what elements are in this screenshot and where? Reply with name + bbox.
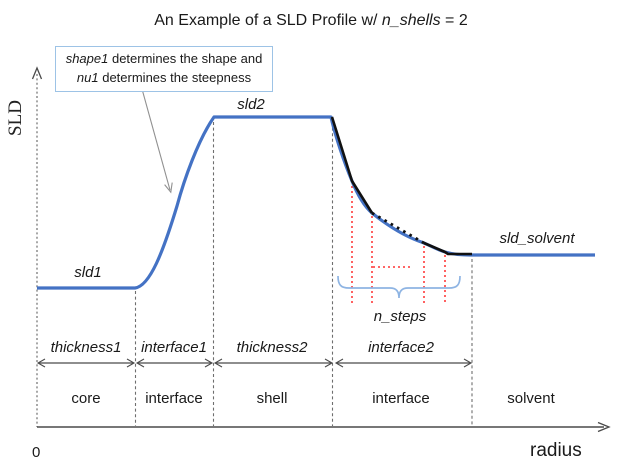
region-label-core: core bbox=[71, 390, 101, 407]
dim-arrowhead-left-1-icon bbox=[135, 358, 145, 368]
sld1-label: sld1 bbox=[74, 264, 102, 281]
region-label-shell: shell bbox=[256, 390, 288, 407]
step-approximation-dotted bbox=[371, 211, 425, 245]
region-label-interface2: interface bbox=[372, 390, 430, 407]
dim-arrowhead-right-1-icon bbox=[126, 358, 136, 368]
dim-arrowhead-left-3-icon bbox=[334, 358, 344, 368]
dimension-label-interface1: interface1 bbox=[141, 339, 207, 356]
step-approximation-solid-lower bbox=[423, 241, 472, 256]
sld2-label: sld2 bbox=[237, 96, 265, 113]
y-axis-arrowhead-icon bbox=[31, 66, 43, 80]
callout-var-nu1: nu1 bbox=[76, 69, 99, 85]
sld-solvent-label: sld_solvent bbox=[499, 230, 575, 247]
dim-arrowhead-left-2-icon bbox=[213, 358, 223, 368]
dim-arrowhead-right-2-icon bbox=[204, 358, 214, 368]
callout-arrowhead-icon bbox=[164, 182, 173, 194]
dimension-label-thickness2: thickness2 bbox=[236, 339, 308, 356]
chart-title-prefix: An Example of a SLD Profile w/ bbox=[154, 12, 382, 29]
origin-label: 0 bbox=[32, 444, 41, 461]
dim-arrowhead-right-4-icon bbox=[463, 358, 473, 368]
sld-profile-curve bbox=[37, 115, 595, 290]
chart-title-suffix: = 2 bbox=[440, 12, 468, 29]
y-axis-label: SLD bbox=[5, 100, 26, 136]
chart-title-variable: n_shells bbox=[381, 12, 441, 29]
dim-arrowhead-left-0-icon bbox=[36, 358, 46, 368]
n-steps-label: n_steps bbox=[373, 308, 427, 325]
dim-arrowhead-right-3-icon bbox=[324, 358, 334, 368]
callout-var-shape1: shape1 bbox=[65, 51, 109, 66]
callout-leader-line bbox=[141, 88, 171, 191]
region-label-interface1: interface bbox=[145, 390, 203, 407]
step-approximation-solid-upper bbox=[330, 116, 374, 214]
dimension-label-interface2: interface2 bbox=[368, 339, 434, 356]
n-steps-brace-icon bbox=[337, 275, 461, 299]
region-label-solvent: solvent bbox=[507, 390, 555, 407]
dimension-label-thickness1: thickness1 bbox=[50, 339, 122, 356]
shape1-nu1-callout: shape1 determines the shape and nu1 dete… bbox=[55, 46, 273, 92]
callout-line1-text: determines the shape and bbox=[108, 51, 263, 66]
x-axis-arrowhead-icon bbox=[597, 421, 611, 433]
chart-title: An Example of a SLD Profile w/ n_shells … bbox=[154, 12, 468, 30]
x-axis-label: radius bbox=[530, 440, 582, 461]
callout-line2-text: determines the steepness bbox=[98, 69, 252, 85]
